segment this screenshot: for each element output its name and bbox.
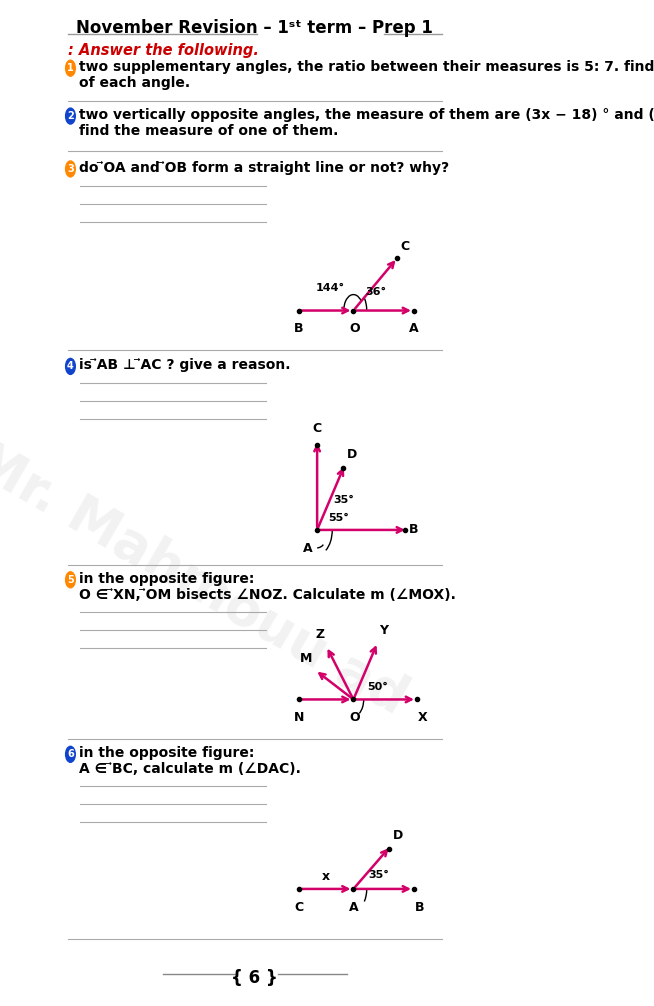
Text: O: O xyxy=(349,323,360,335)
Text: of each angle.: of each angle. xyxy=(79,76,190,91)
Text: O ∈ ⃗XN, ⃗OM bisects ∠NOZ. Calculate m (∠MOX).: O ∈ ⃗XN, ⃗OM bisects ∠NOZ. Calculate m (… xyxy=(79,588,456,602)
Text: Z: Z xyxy=(315,628,324,641)
Text: O: O xyxy=(349,711,360,724)
Text: two vertically opposite angles, the measure of them are (3x − 18) ° and (2x + 12: two vertically opposite angles, the meas… xyxy=(79,108,654,122)
Text: 2: 2 xyxy=(67,111,74,121)
Text: 1: 1 xyxy=(67,63,74,73)
Text: in the opposite figure:: in the opposite figure: xyxy=(79,746,254,761)
Circle shape xyxy=(65,358,75,374)
Text: D: D xyxy=(347,448,358,461)
Circle shape xyxy=(65,571,75,588)
Text: C: C xyxy=(294,901,303,913)
Text: x: x xyxy=(322,870,330,883)
Circle shape xyxy=(65,60,75,76)
Text: two supplementary angles, the ratio between their measures is 5: 7. find the mea: two supplementary angles, the ratio betw… xyxy=(79,60,654,74)
Text: : Answer the following.: : Answer the following. xyxy=(68,43,259,58)
Text: 36°: 36° xyxy=(366,287,387,297)
Text: in the opposite figure:: in the opposite figure: xyxy=(79,571,254,585)
Text: find the measure of one of them.: find the measure of one of them. xyxy=(79,124,338,138)
Text: C: C xyxy=(313,423,322,436)
Text: 5: 5 xyxy=(67,574,74,584)
Text: 35°: 35° xyxy=(368,870,388,880)
Text: A: A xyxy=(349,901,358,913)
Text: B: B xyxy=(409,523,419,536)
Text: 4: 4 xyxy=(67,361,74,371)
Text: do ⃗OA and ⃗OB form a straight line or not? why?: do ⃗OA and ⃗OB form a straight line or n… xyxy=(79,161,449,175)
Text: A: A xyxy=(303,542,313,555)
Circle shape xyxy=(65,746,75,763)
Text: D: D xyxy=(393,829,404,842)
Text: N: N xyxy=(294,711,304,724)
Text: is ⃗AB ⊥ ⃗AC ? give a reason.: is ⃗AB ⊥ ⃗AC ? give a reason. xyxy=(79,358,290,372)
Text: 50°: 50° xyxy=(367,682,388,692)
Text: 144°: 144° xyxy=(315,283,345,293)
Text: A ∈ ⃗BC, calculate m (∠DAC).: A ∈ ⃗BC, calculate m (∠DAC). xyxy=(79,763,301,777)
Circle shape xyxy=(65,108,75,124)
Text: X: X xyxy=(418,711,428,724)
Text: C: C xyxy=(400,239,409,253)
Circle shape xyxy=(65,161,75,177)
Text: 3: 3 xyxy=(67,164,74,174)
Text: M: M xyxy=(300,652,312,665)
Text: 35°: 35° xyxy=(334,495,354,505)
Text: November Revision – 1ˢᵗ term – Prep 1: November Revision – 1ˢᵗ term – Prep 1 xyxy=(77,19,434,37)
Text: A: A xyxy=(409,323,419,335)
Text: B: B xyxy=(294,323,303,335)
Text: { 6 }: { 6 } xyxy=(232,969,278,987)
Text: Mr. Mahmouu ad: Mr. Mahmouu ad xyxy=(0,435,417,725)
Text: Y: Y xyxy=(379,625,388,637)
Text: 6: 6 xyxy=(67,749,74,760)
Text: 55°: 55° xyxy=(328,513,349,523)
Text: B: B xyxy=(415,901,424,913)
